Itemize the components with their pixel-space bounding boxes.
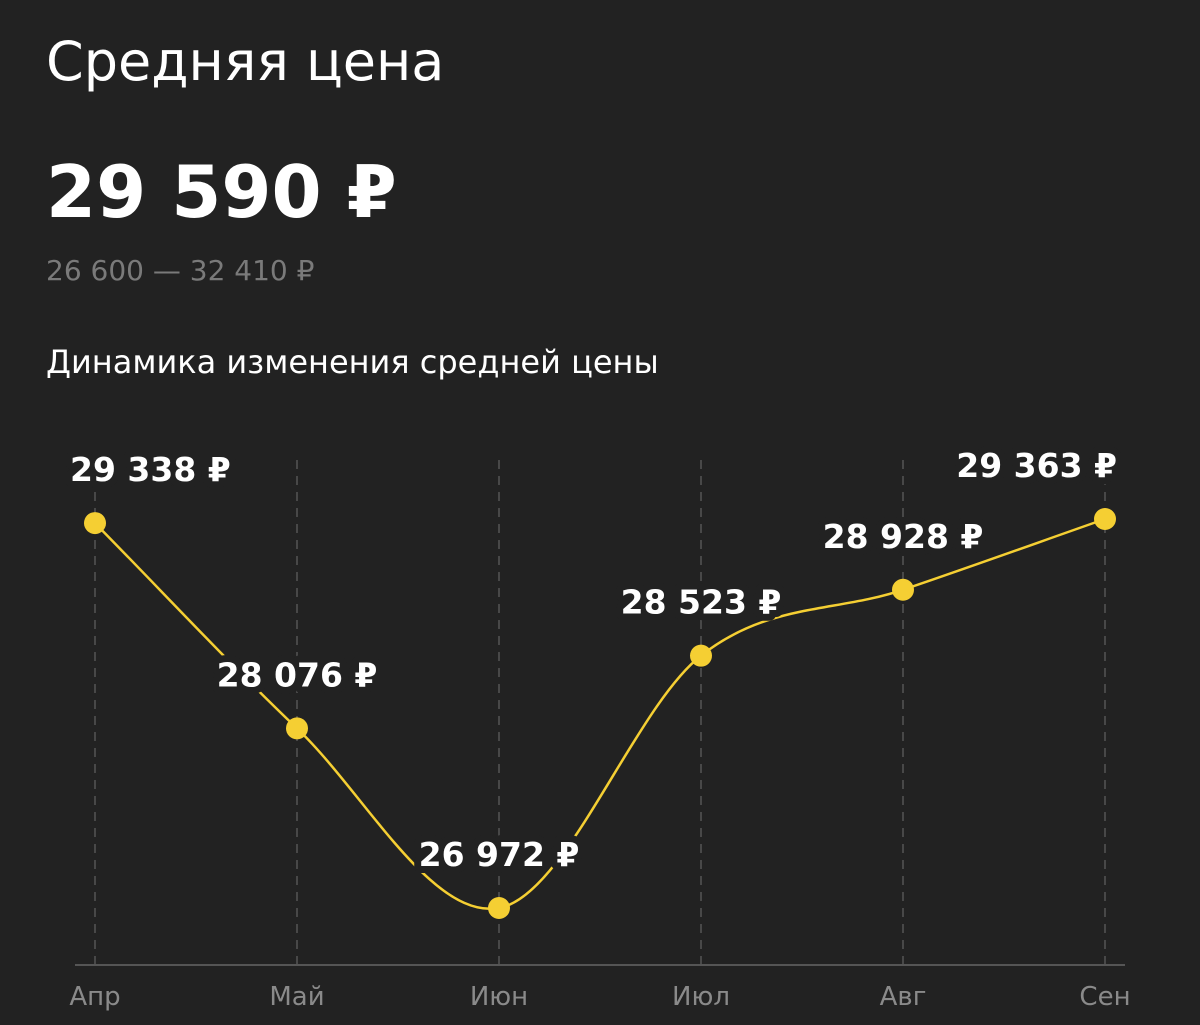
title: Средняя цена xyxy=(46,30,444,93)
point xyxy=(1094,508,1116,530)
value-label: 26 972 ₽ xyxy=(419,835,580,874)
chart: Апр Май Июн Июл Авг Сен 29 338 ₽ 28 076 ₽ 26 972… xyxy=(63,439,1131,1012)
x-tick-label: Июн xyxy=(470,982,528,1012)
x-tick-label: Сен xyxy=(1079,982,1130,1012)
point xyxy=(690,644,712,667)
value-label: 28 076 ₽ xyxy=(217,655,378,694)
price-range: 26 600 — 32 410 ₽ xyxy=(46,254,314,287)
value-label: 29 363 ₽ xyxy=(956,446,1117,485)
line xyxy=(94,517,1106,911)
value-label: 28 523 ₽ xyxy=(621,583,782,622)
chart-title: Динамика изменения средней цены xyxy=(46,343,659,381)
x-tick-label: Авг xyxy=(880,982,927,1012)
point xyxy=(892,578,914,601)
point xyxy=(488,897,510,919)
point xyxy=(286,717,308,740)
point xyxy=(84,512,106,535)
x-tick-label: Июл xyxy=(672,982,730,1012)
value-label: 29 338 ₽ xyxy=(70,450,231,489)
x-tick-label: Май xyxy=(269,982,324,1012)
value-label: 28 928 ₽ xyxy=(823,517,984,556)
price: 29 590 ₽ xyxy=(46,150,397,234)
x-tick-label: Апр xyxy=(69,982,120,1012)
